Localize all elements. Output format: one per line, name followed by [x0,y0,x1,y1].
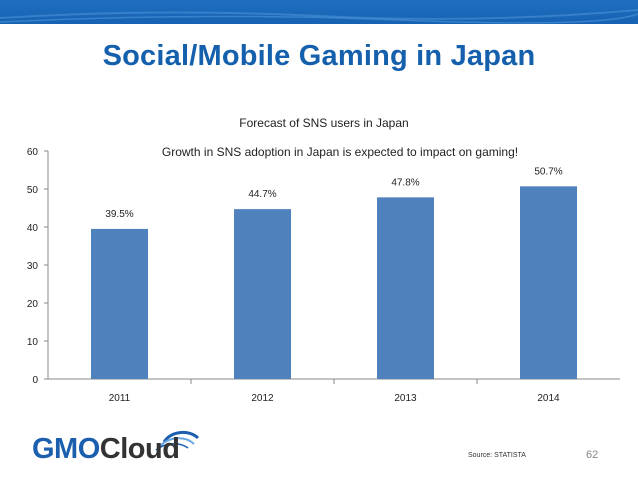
bar-2012 [234,209,291,379]
y-tick-label: 10 [27,337,39,348]
gmo-cloud-logo [155,431,200,451]
y-tick-label: 50 [27,185,39,196]
data-label-2012: 44.7% [248,189,276,200]
x-tick-label-2011: 2011 [109,393,131,404]
x-tick-label-2014: 2014 [537,393,560,404]
page-number: 62 [586,449,599,461]
source-note: Source: STATISTA [468,452,526,459]
y-tick-label: 20 [27,299,39,310]
y-tick-label: 60 [27,147,39,158]
logo-brand: GMO [32,433,100,465]
slide-title: Social/Mobile Gaming in Japan [102,40,536,72]
chart-subtitle: Growth in SNS adoption in Japan is expec… [162,145,518,159]
x-tick-label-2012: 2012 [251,393,274,404]
y-tick-label: 30 [27,261,39,272]
logo-product: Cloud [99,433,180,465]
chart-title: Forecast of SNS users in Japan [239,116,408,130]
chart-bars [91,186,577,379]
data-label-2011: 39.5% [105,209,133,220]
header-bar [0,0,638,24]
sns-users-bar-chart: Forecast of SNS users in Japan Growth in… [27,116,620,404]
logo-wordmark: GMOCloud [32,433,180,466]
bar-2014 [520,186,577,379]
data-label-2013: 47.8% [391,177,419,188]
header-wave-decoration [0,9,638,24]
y-tick-label: 0 [32,375,38,386]
bar-2013 [377,197,434,379]
x-tick-label-2013: 2013 [394,393,417,404]
bar-2011 [91,228,148,379]
chart-data-labels: 39.5% 44.7% 47.8% 50.7% [105,166,562,220]
data-label-2014: 50.7% [534,166,562,177]
y-tick-label: 40 [27,223,39,234]
